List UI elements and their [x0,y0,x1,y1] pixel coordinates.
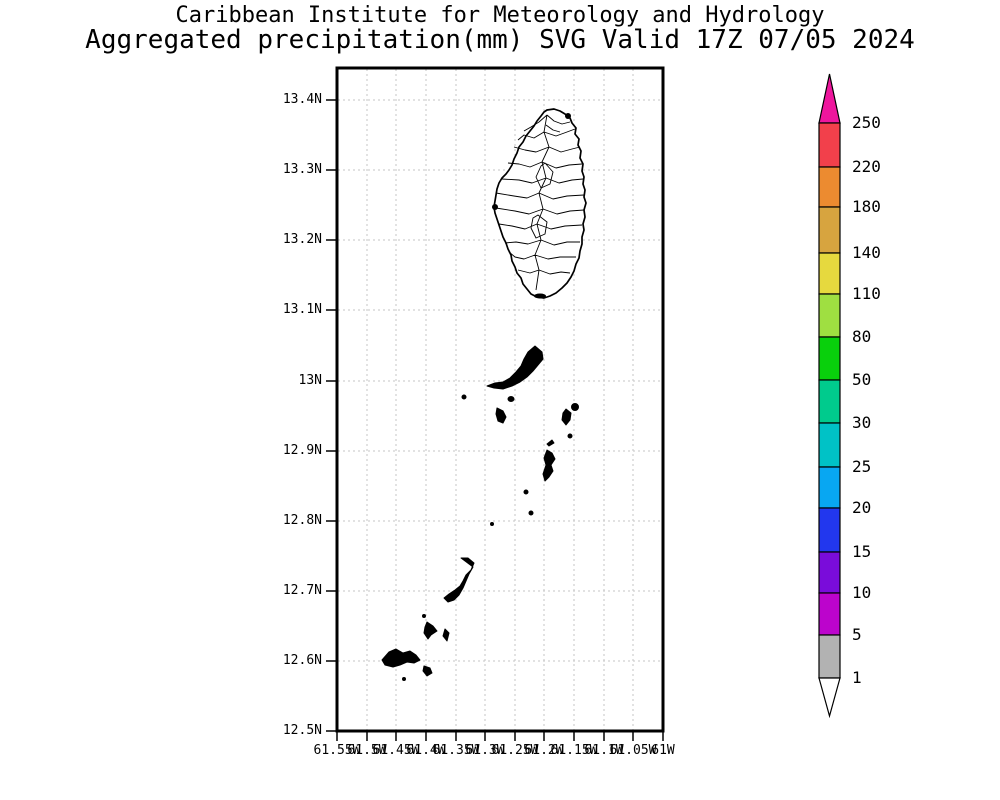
petit-nevis-islet [507,396,515,402]
figure-titles: Caribbean Institute for Meteorology and … [0,4,1000,54]
mayreau-island [423,621,438,640]
lon-tick-label: 61.05W [609,743,657,758]
bequia-island [486,345,544,390]
colorbar-segment [818,422,841,468]
lon-tick-label: 61.15W [550,743,598,758]
canouan-island [443,557,475,603]
lat-tick-label: 13.2N [282,232,322,247]
lon-tick-label: 61.25W [491,743,539,758]
savan-islet-dot [490,522,494,526]
battowia-islet [571,403,579,411]
grenadines-islands [381,345,579,681]
lat-tick-label: 13.4N [282,92,322,107]
lat-tick-label: 12.9N [282,443,322,458]
lat-tick-label: 12.7N [282,583,322,598]
product-title: Aggregated precipitation(mm) SVG Valid 1… [85,25,915,56]
map-frame [335,66,665,733]
colorbar-segment [818,507,841,553]
colorbar-tick-label: 15 [852,542,872,561]
lon-tick-label: 61.35W [432,743,480,758]
watershed-boundaries [495,114,585,291]
colorbar-tick-label: 80 [852,327,872,346]
colorbar-tick-label: 10 [852,583,872,602]
colorbar-segment [818,379,841,424]
colorbar-segment [818,252,841,295]
colorbar-segment [818,592,841,636]
coastal-detail-dot [534,293,546,299]
lon-tick-label: 61.55W [313,743,361,758]
small-islet-dot [422,614,426,618]
colorbar-tick-label: 220 [852,157,881,176]
colorbar-tick-label: 110 [852,284,881,303]
coastal-detail-dot [565,113,571,119]
petit-st-vincent-dot [402,677,406,681]
mustique-island [542,449,556,482]
petit-mustique-dot [528,510,534,516]
lat-tick-label: 12.8N [282,513,322,528]
small-islet-dot [523,489,529,495]
colorbar-above-max-arrow [818,73,841,124]
coastal-detail-dot [492,204,498,210]
lon-tick-label: 61.3W [465,743,505,758]
palm-island [422,665,433,677]
tobago-cays-islet [442,628,450,642]
union-island [381,648,421,668]
west-islet-dot [461,394,467,400]
colorbar-segment [818,122,841,168]
lat-tick-label: 13.1N [282,302,322,317]
colorbar-tick-label: 140 [852,243,881,262]
lon-tick-marks [336,731,664,741]
st-vincent-island [492,108,587,299]
lon-tick-label: 61.5W [347,743,387,758]
lat-tick-label: 13N [298,373,322,388]
colorbar-tick-label: 1 [852,668,862,687]
st-vincent-coastline [493,108,587,299]
lon-tick-label: 61.45W [372,743,420,758]
lat-tick-marks [326,99,337,732]
colorbar-segment [818,551,841,594]
lon-tick-label: 61.1W [584,743,624,758]
lat-tick-label: 12.6N [282,653,322,668]
colorbar-tick-label: 20 [852,498,872,517]
baliceaux-island [561,408,572,426]
lon-tick-label: 61.4W [406,743,446,758]
small-islet-dot [567,433,573,439]
colorbar-tick-label: 5 [852,625,862,644]
colorbar-segment [818,206,841,254]
colorbar-segment [818,293,841,338]
colorbar-segment [818,166,841,208]
isle-a-quatre [495,407,507,424]
institute-title: Caribbean Institute for Meteorology and … [175,3,825,28]
colorbar-segment [818,336,841,381]
colorbar-segment [818,634,841,679]
lat-tick-label: 13.3N [282,162,322,177]
lat-tick-label: 12.5N [282,723,322,738]
mustique-north-tip [546,439,555,447]
lon-tick-label: 61.2W [524,743,564,758]
colorbar-tick-label: 25 [852,457,872,476]
colorbar-segment [818,466,841,509]
lon-tick-label: 61W [651,743,675,758]
grid-lines [338,69,662,730]
colorbar [818,73,841,719]
colorbar-tick-label: 50 [852,370,872,389]
colorbar-tick-label: 30 [852,413,872,432]
colorbar-tick-label: 250 [852,113,881,132]
colorbar-below-min-arrow [818,677,841,719]
colorbar-tick-label: 180 [852,197,881,216]
